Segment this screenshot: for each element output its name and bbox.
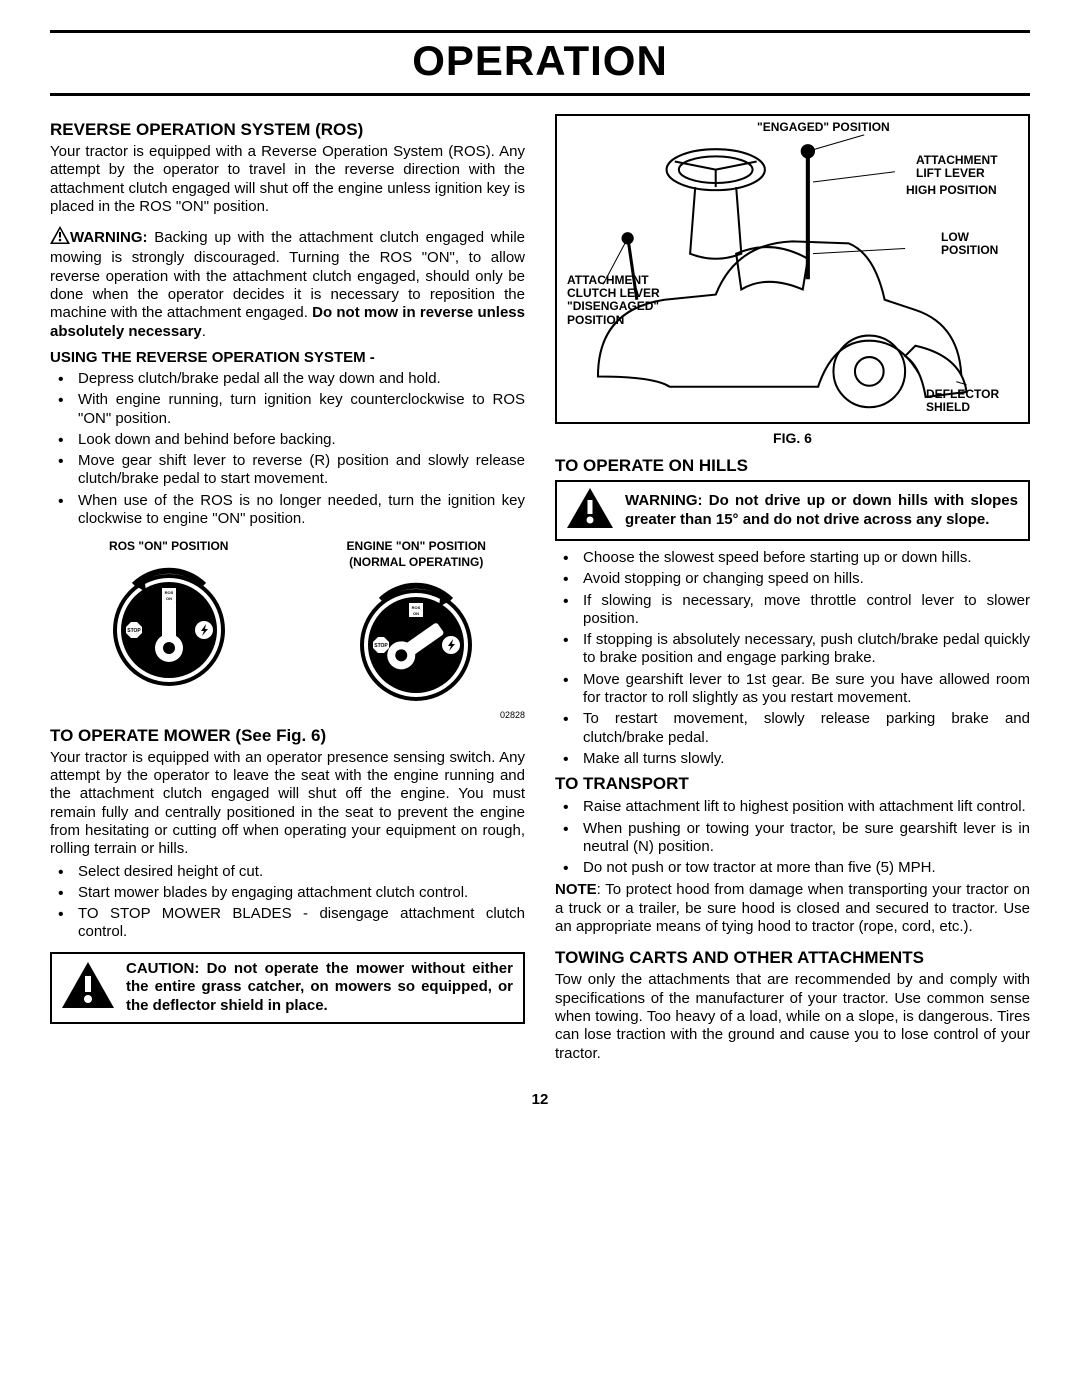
- hills-warning-box: WARNING: Do not drive up or down hills w…: [555, 480, 1030, 541]
- transport-heading: TO TRANSPORT: [555, 774, 1030, 794]
- note-text: : To protect hood from damage when trans…: [555, 881, 1030, 935]
- ig-engine-label1: ENGINE "ON" POSITION: [308, 540, 526, 553]
- callout-deflector: DEFLECTOR SHIELD: [926, 388, 1016, 414]
- warning-triangle-icon: [62, 962, 114, 1013]
- page-number: 12: [50, 1091, 1030, 1108]
- hills-bullet: Choose the slowest speed before starting…: [555, 549, 1030, 567]
- mower-bullet: Select desired height of cut.: [50, 863, 525, 881]
- page-title: OPERATION: [50, 30, 1030, 96]
- left-column: REVERSE OPERATION SYSTEM (ROS) Your trac…: [50, 114, 525, 1063]
- ros-bullet: Move gear shift lever to reverse (R) pos…: [50, 452, 525, 489]
- ros-warning-block: WARNING: Backing up with the attachment …: [50, 226, 525, 341]
- caution-box: CAUTION: Do not operate the mower withou…: [50, 952, 525, 1024]
- ignition-engine-on: ENGINE "ON" POSITION (NORMAL OPERATING) …: [308, 540, 526, 719]
- svg-text:ROS: ROS: [412, 605, 421, 610]
- transport-bullet: When pushing or towing your tractor, be …: [555, 820, 1030, 857]
- ros-bullet: When use of the ROS is no longer needed,…: [50, 492, 525, 529]
- hills-bullet: If slowing is necessary, move throttle c…: [555, 592, 1030, 629]
- svg-text:STOP: STOP: [374, 643, 388, 649]
- ros-para1: Your tractor is equipped with a Reverse …: [50, 143, 525, 216]
- hills-bullet: Make all turns slowly.: [555, 750, 1030, 768]
- figure-6: "ENGAGED" POSITION ATTACHMENT LIFT LEVER…: [555, 114, 1030, 424]
- svg-text:ROS: ROS: [164, 590, 173, 595]
- note-label: NOTE: [555, 881, 597, 898]
- caution-text: CAUTION: Do not operate the mower withou…: [126, 960, 513, 1016]
- svg-text:STOP: STOP: [127, 628, 141, 634]
- ignition-diagrams: ROS "ON" POSITION STOP: [60, 540, 525, 719]
- hills-warning-text: WARNING: Do not drive up or down hills w…: [625, 492, 1018, 530]
- towing-heading: TOWING CARTS AND OTHER ATTACHMENTS: [555, 948, 1030, 968]
- callout-high: HIGH POSITION: [906, 184, 1016, 197]
- towing-para: Tow only the attachments that are recomm…: [555, 971, 1030, 1062]
- ig-engine-label2: (NORMAL OPERATING): [308, 556, 526, 569]
- mower-heading: TO OPERATE MOWER (See Fig. 6): [50, 726, 525, 746]
- transport-note: NOTE: To protect hood from damage when t…: [555, 881, 1030, 936]
- mower-bullet: TO STOP MOWER BLADES - disengage attachm…: [50, 905, 525, 942]
- ros-heading: REVERSE OPERATION SYSTEM (ROS): [50, 120, 525, 140]
- hills-bullet: If stopping is absolutely necessary, pus…: [555, 631, 1030, 668]
- transport-bullets: Raise attachment lift to highest positio…: [555, 798, 1030, 877]
- ignition-key-icon: STOP ROS ON: [351, 575, 481, 705]
- warning-label: WARNING:: [70, 229, 148, 246]
- ignition-key-icon: STOP ROS ON: [104, 560, 234, 690]
- hills-heading: TO OPERATE ON HILLS: [555, 456, 1030, 476]
- svg-text:ON: ON: [413, 611, 419, 616]
- ros-bullet: Depress clutch/brake pedal all the way d…: [50, 370, 525, 388]
- ig-ros-label: ROS "ON" POSITION: [60, 540, 278, 553]
- hills-bullet: Avoid stopping or changing speed on hill…: [555, 570, 1030, 588]
- hills-bullets: Choose the slowest speed before starting…: [555, 549, 1030, 768]
- ros-bullets: Depress clutch/brake pedal all the way d…: [50, 370, 525, 528]
- diagram-id: 02828: [308, 710, 526, 720]
- mower-bullets: Select desired height of cut. Start mowe…: [50, 863, 525, 942]
- two-column-layout: REVERSE OPERATION SYSTEM (ROS) Your trac…: [50, 114, 1030, 1063]
- callout-engaged: "ENGAGED" POSITION: [757, 121, 890, 134]
- transport-bullet: Do not push or tow tractor at more than …: [555, 859, 1030, 877]
- warning-triangle-icon: [567, 488, 613, 533]
- fig6-caption: FIG. 6: [555, 430, 1030, 446]
- hills-bullet: To restart movement, slowly release park…: [555, 710, 1030, 747]
- callout-clutch: ATTACHMENT CLUTCH LEVER "DISENGAGED" POS…: [567, 274, 672, 327]
- mower-bullet: Start mower blades by engaging attachmen…: [50, 884, 525, 902]
- ros-bullet: Look down and behind before backing.: [50, 431, 525, 449]
- using-ros-heading: USING THE REVERSE OPERATION SYSTEM -: [50, 349, 525, 366]
- hills-bullet: Move gearshift lever to 1st gear. Be sur…: [555, 671, 1030, 708]
- warning-triangle-icon: [50, 226, 70, 249]
- ros-bullet: With engine running, turn ignition key c…: [50, 391, 525, 428]
- transport-bullet: Raise attachment lift to highest positio…: [555, 798, 1030, 816]
- callout-lift-lever: ATTACHMENT LIFT LEVER: [916, 154, 1016, 180]
- ignition-ros-on: ROS "ON" POSITION STOP: [60, 540, 278, 719]
- callout-low: LOW POSITION: [941, 231, 1016, 257]
- mower-para: Your tractor is equipped with an operato…: [50, 749, 525, 859]
- right-column: "ENGAGED" POSITION ATTACHMENT LIFT LEVER…: [555, 114, 1030, 1063]
